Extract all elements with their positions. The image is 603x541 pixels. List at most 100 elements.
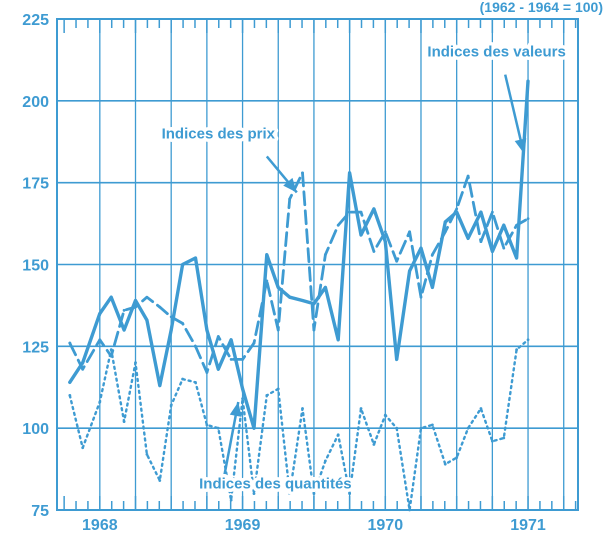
data-point-quantites — [276, 387, 280, 391]
data-point-quantites — [194, 380, 197, 384]
data-point-valeurs — [265, 253, 269, 257]
data-point-quantites — [466, 426, 470, 430]
annotation-arrowhead-prix — [283, 177, 297, 193]
annotation-label-prix: Indices des prix — [162, 125, 276, 142]
data-point-valeurs — [466, 236, 470, 240]
data-point-prix — [408, 230, 411, 234]
data-point-quantites — [490, 439, 494, 443]
data-point-valeurs — [336, 338, 340, 342]
data-point-quantites — [323, 459, 327, 463]
data-point-quantites — [205, 423, 209, 427]
y-tick-label: 150 — [22, 258, 49, 275]
data-point-quantites — [443, 462, 447, 466]
data-point-prix — [466, 174, 470, 178]
data-point-prix — [169, 315, 173, 319]
data-point-valeurs — [431, 286, 434, 289]
x-tick-label: 1970 — [368, 517, 404, 534]
annotation-label-quantites: Indices des quantités — [199, 476, 352, 493]
data-point-valeurs — [145, 318, 149, 322]
data-point-prix — [359, 210, 363, 214]
data-point-quantites — [312, 492, 316, 496]
x-tick-label: 1969 — [225, 517, 261, 534]
data-point-quantites — [359, 407, 363, 410]
y-tick-label: 75 — [31, 503, 49, 520]
data-point-prix — [312, 328, 316, 332]
data-point-valeurs — [229, 338, 233, 342]
data-point-valeurs — [359, 233, 363, 237]
data-point-prix — [502, 246, 506, 250]
data-point-quantites — [216, 426, 220, 430]
axes: 75 100 125 150 175 200 225 1968 1969 1970 1971 — [22, 12, 579, 534]
data-point-prix — [323, 253, 327, 257]
data-point-valeurs — [301, 299, 304, 302]
data-point-prix — [98, 338, 102, 342]
data-point-quantites — [288, 492, 292, 496]
annotation-label-halo: Indices des valeurs — [427, 44, 565, 61]
data-point-quantites — [502, 436, 506, 440]
data-point-quantites — [109, 348, 113, 352]
data-point-prix — [134, 305, 137, 309]
data-point-prix — [216, 335, 220, 338]
data-point-prix — [145, 295, 149, 299]
data-point-prix — [265, 279, 269, 283]
x-tick-label: 1968 — [82, 517, 118, 534]
y-tick-label: 200 — [22, 94, 49, 111]
data-point-quantites — [265, 394, 269, 397]
data-point-valeurs — [109, 295, 113, 299]
data-point-quantites — [229, 498, 233, 502]
data-point-quantites — [372, 443, 376, 446]
data-point-prix — [181, 322, 185, 325]
data-point-prix — [194, 344, 197, 348]
x-tick-label: 1971 — [510, 517, 546, 534]
data-point-valeurs — [181, 263, 185, 266]
data-point-quantites — [383, 413, 387, 417]
data-point-valeurs — [312, 302, 316, 306]
data-point-valeurs — [216, 367, 220, 371]
data-point-prix — [348, 210, 352, 214]
data-point-quantites — [395, 426, 399, 430]
annotation-arrowhead-valeurs — [514, 138, 527, 154]
data-point-valeurs — [419, 246, 423, 250]
data-point-valeurs — [408, 269, 411, 273]
data-point-valeurs — [348, 171, 352, 175]
data-point-valeurs — [276, 286, 280, 289]
data-point-prix — [490, 210, 494, 214]
data-point-quantites — [336, 433, 340, 437]
series-line-prix — [68, 171, 530, 374]
data-point-valeurs — [502, 223, 506, 227]
data-point-valeurs — [81, 361, 85, 365]
data-point-prix — [526, 217, 530, 221]
data-point-prix — [455, 207, 459, 211]
data-point-quantites — [479, 407, 483, 410]
y-tick-label: 100 — [22, 421, 49, 438]
data-point-prix — [383, 230, 387, 234]
data-point-prix — [419, 295, 423, 299]
data-point-prix — [515, 223, 519, 227]
data-point-valeurs — [372, 207, 376, 211]
data-point-prix — [395, 259, 399, 263]
data-point-valeurs — [98, 312, 102, 315]
data-point-valeurs — [205, 328, 209, 332]
data-point-prix — [229, 358, 233, 361]
data-point-prix — [301, 171, 304, 175]
data-point-quantites — [145, 452, 149, 456]
data-point-quantites — [181, 377, 185, 381]
data-point-valeurs — [288, 295, 292, 299]
annotation-label-halo: Indices des quantités — [199, 476, 352, 493]
data-point-prix — [81, 367, 85, 371]
data-point-valeurs — [122, 328, 126, 332]
data-point-valeurs — [169, 328, 173, 332]
data-point-valeurs — [526, 79, 530, 83]
data-point-valeurs — [134, 299, 137, 302]
series-line-valeurs — [68, 79, 530, 430]
data-point-quantites — [301, 407, 304, 410]
annotation-arrowhead-quantites — [229, 401, 242, 417]
y-tick-label: 125 — [22, 339, 49, 356]
data-point-quantites — [515, 348, 519, 352]
data-point-prix — [158, 305, 162, 309]
data-point-quantites — [98, 400, 102, 404]
data-point-quantites — [68, 394, 72, 397]
data-point-quantites — [81, 446, 85, 450]
data-point-quantites — [431, 423, 434, 427]
